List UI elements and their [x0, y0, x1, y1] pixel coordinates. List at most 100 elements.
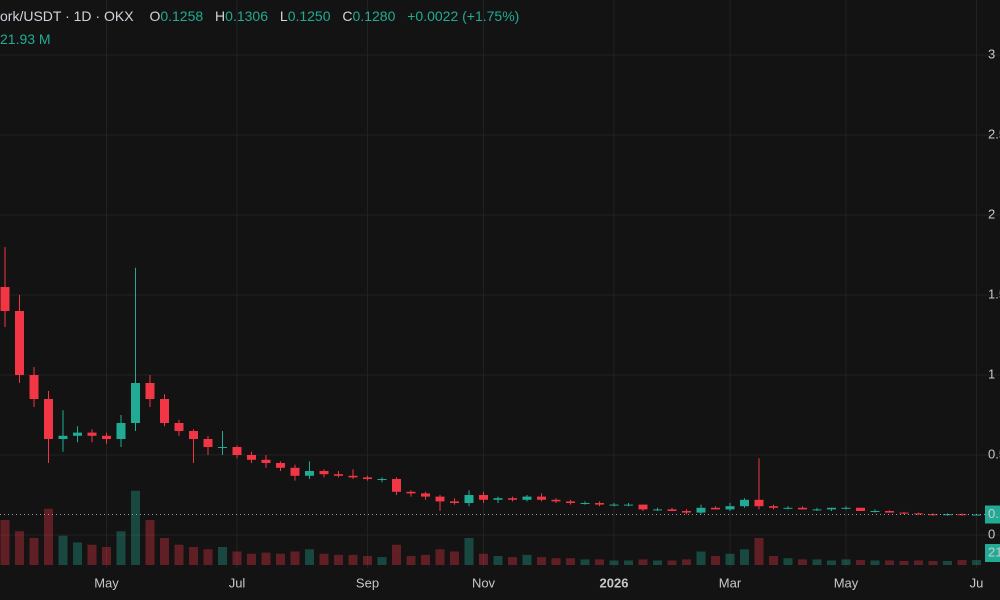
candle-body [0, 287, 10, 311]
volume-bar [44, 508, 53, 565]
candle-body [682, 511, 691, 513]
volume-bar [580, 559, 590, 565]
volume-bar [232, 551, 242, 565]
volume-bar [972, 560, 981, 565]
y-tick-label: 2 [988, 206, 995, 221]
candle-body [363, 477, 372, 479]
volume-bar [537, 557, 546, 565]
volume-bar [899, 560, 909, 565]
volume-bar [769, 556, 778, 565]
x-tick-label: Sep [356, 575, 379, 590]
candle-body [783, 507, 793, 509]
candle-body [44, 399, 53, 439]
volume-bar [58, 535, 68, 565]
volume-bar [464, 538, 474, 565]
volume-bar [363, 556, 372, 565]
volume-bar [493, 556, 503, 565]
candle-body [102, 435, 111, 439]
volume-bar [261, 552, 271, 565]
candle-body [841, 507, 851, 509]
volume-bar [305, 549, 314, 565]
ohlc-header: ork/USDT · 1D · OKX O0.1258 H0.1306 L0.1… [0, 8, 527, 24]
y-tick-label: 2.5 [988, 126, 1000, 141]
candle-body [348, 475, 358, 478]
candle-body [957, 514, 967, 516]
volume-bar [87, 544, 97, 565]
x-tick-label: Jul [229, 575, 246, 590]
volume-bar [116, 531, 126, 565]
volume-bar [798, 559, 807, 565]
volume-bar [218, 547, 227, 565]
volume-bar [334, 554, 343, 565]
candle-body [725, 506, 735, 510]
candle-body [711, 507, 720, 510]
open-label: O [149, 8, 161, 24]
high-label: H [215, 8, 226, 24]
symbol[interactable]: ork/USDT · 1D · OKX [0, 8, 134, 24]
volume-bar [522, 554, 532, 565]
volume-bar [783, 558, 793, 565]
volume-bar [421, 554, 430, 565]
volume-bar [711, 556, 720, 565]
volume-bar [160, 538, 169, 565]
high-value: 0.1306 [225, 8, 268, 24]
volume-bar [247, 553, 256, 565]
candle-body [493, 498, 503, 500]
candle-body [464, 495, 474, 503]
x-tick-label: Ju [970, 575, 984, 590]
close-label: C [342, 8, 353, 24]
candle-body [131, 383, 140, 423]
volume-bar [189, 547, 198, 565]
volume-bar [566, 558, 575, 565]
y-tick-label: 1.5 [988, 286, 1000, 301]
volume-bar [870, 560, 880, 565]
candle-body [638, 504, 648, 510]
candle-body [15, 311, 24, 375]
y-tick-label: 0 [988, 526, 995, 541]
volume-bar [653, 560, 662, 565]
volume-bar [145, 520, 155, 565]
candle-body [769, 506, 778, 508]
volume-bar [696, 551, 706, 565]
volume-bar [667, 560, 677, 565]
candle-body [595, 503, 604, 505]
candle-body [580, 503, 590, 504]
candle-body [609, 504, 619, 506]
volume-bar [203, 549, 213, 565]
candle-body [508, 498, 517, 500]
change-value: +0.0022 (+1.75%) [407, 8, 520, 24]
volume-bar [638, 559, 648, 565]
candle-body [754, 499, 764, 507]
volume-bar [856, 560, 865, 565]
candle-body [421, 493, 430, 497]
candle-body [290, 467, 300, 476]
candle-body [551, 499, 561, 502]
candle-body [914, 513, 923, 515]
candle-body [189, 431, 198, 439]
volume-bar [624, 560, 633, 565]
candle-body [624, 504, 633, 506]
volume-bar [290, 551, 300, 565]
volume-bar [102, 547, 111, 565]
price-label: 0.128 [988, 506, 1000, 521]
candle-body [160, 399, 169, 423]
volume-bar [276, 553, 285, 565]
volume-bar [754, 538, 764, 565]
volume-bar [682, 559, 691, 565]
volume-bar [508, 557, 517, 565]
volume-bar [15, 531, 24, 565]
volume-bar [827, 560, 836, 565]
price-label-box [985, 505, 1000, 524]
volume-bar [928, 560, 938, 565]
candle-body [145, 383, 155, 399]
x-tick-label: May [94, 575, 119, 590]
candle-body [450, 501, 459, 503]
candle-body [305, 471, 314, 476]
y-tick-label: 0.5 [988, 446, 1000, 461]
x-tick-label: 2026 [600, 575, 629, 590]
volume-bar [725, 553, 735, 565]
candle-body [885, 511, 894, 513]
low-value: 0.1250 [287, 8, 331, 24]
volume-bar [595, 559, 604, 565]
x-tick-label: Nov [472, 575, 496, 590]
